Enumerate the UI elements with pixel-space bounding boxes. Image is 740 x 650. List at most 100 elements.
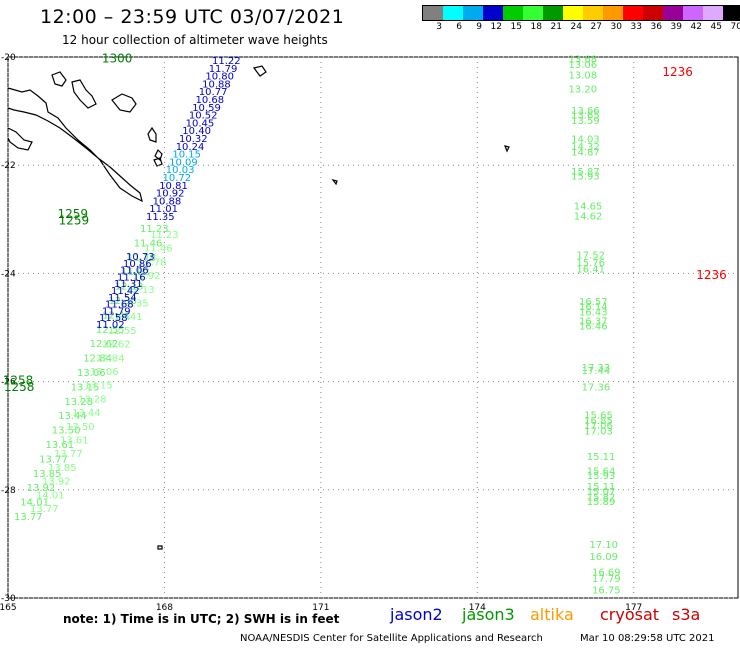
legend-label: 18: [530, 22, 542, 32]
legend-swatch: [463, 6, 483, 20]
track-swh-label: 15.11: [587, 452, 616, 463]
track-swh-label: 10.24: [176, 142, 205, 153]
track-swh-label: 16.14: [579, 302, 608, 313]
track-swh-label: 10.52: [189, 111, 218, 122]
track-swh-label: 11.46: [134, 238, 163, 249]
legend-swatch: [663, 6, 683, 20]
lat-tick-label: -28: [1, 486, 16, 496]
track-swh-label: 12.62: [102, 340, 131, 351]
track-time-label: 1258: [4, 380, 35, 394]
track-swh-label: 11.06: [120, 266, 149, 277]
track-swh-label: 16.69: [592, 567, 621, 578]
coastline: [154, 148, 163, 162]
track-swh-label: 13.61: [46, 440, 75, 451]
coastline: [157, 545, 163, 550]
satellite-name: jason3: [462, 605, 515, 624]
track-swh-label: 13.28: [78, 394, 107, 405]
legend-label: 24: [570, 22, 582, 32]
track-swh-label: 11.31: [114, 279, 143, 290]
track-time-label: 1258: [3, 373, 34, 387]
track-swh-label: 10.59: [192, 103, 221, 114]
track-swh-label: 11.23: [140, 224, 169, 235]
track-swh-label: 17.06: [584, 421, 613, 432]
track-swh-label: 16.43: [579, 308, 608, 319]
track-swh-label: 16.41: [576, 264, 605, 275]
legend-label: 33: [630, 22, 642, 32]
page-title: 12:00 – 23:59 UTC 03/07/2021: [40, 6, 345, 28]
footer-timestamp: Mar 10 08:29:58 UTC 2021: [580, 633, 715, 644]
track-swh-label: 10.81: [159, 181, 188, 192]
track-swh-label: 16.75: [592, 586, 621, 597]
coastline: [51, 71, 67, 87]
coastline: [7, 87, 143, 203]
track-swh-label: 11.68: [105, 300, 134, 311]
track-swh-label: 13.77: [14, 512, 43, 523]
track-swh-label: 13.92: [42, 477, 71, 488]
track-swh-label: 11.46: [144, 244, 173, 255]
track-swh-label: 10.86: [123, 259, 152, 270]
track-swh-label: 11.78: [138, 257, 167, 268]
track-swh-label: 15.65: [584, 410, 613, 421]
track-swh-label: 11.54: [108, 293, 137, 304]
track-swh-label: 11.35: [146, 212, 175, 223]
track-time-label: 1259: [58, 207, 89, 221]
track-swh-label: 15.87: [571, 167, 600, 178]
track-swh-label: 12.35: [120, 299, 149, 310]
track-swh-label: 13.15: [71, 382, 100, 393]
track-swh-label: 10.45: [186, 118, 215, 129]
coastline: [504, 145, 510, 153]
lon-tick-label: 177: [625, 603, 642, 613]
track-swh-label: 13.61: [60, 436, 89, 447]
track-swh-label: 11.02: [96, 320, 125, 331]
track-swh-label: 11.01: [149, 204, 178, 215]
track-swh-label: 11.92: [132, 271, 161, 282]
track-swh-label: 13.50: [52, 426, 81, 437]
footer-note: note: 1) Time is in UTC; 2) SWH is in fe…: [63, 612, 340, 626]
legend-label: 39: [670, 22, 682, 32]
track-swh-label: 10.68: [196, 95, 225, 106]
track-swh-label: 13.68: [569, 54, 598, 65]
legend-swatch: [543, 6, 563, 20]
track-swh-label: 11.42: [111, 286, 140, 297]
track-swh-label: 10.09: [169, 157, 198, 168]
legend-swatch: [703, 6, 723, 20]
satellite-name: jason2: [390, 605, 443, 624]
track-swh-label: 14.65: [574, 202, 603, 213]
track-swh-label: 12.13: [126, 285, 155, 296]
page-subtitle: 12 hour collection of altimeter wave hei…: [62, 33, 328, 47]
track-swh-label: 17.79: [592, 574, 621, 585]
track-swh-label: 10.15: [172, 150, 201, 161]
track-swh-label: 12.84: [96, 353, 125, 364]
legend-swatch: [603, 6, 623, 20]
track-swh-label: 17.52: [576, 250, 605, 261]
coastline: [153, 157, 163, 167]
legend-swatch: [643, 6, 663, 20]
track-swh-label: 17.44: [582, 366, 611, 377]
legend-swatch: [723, 6, 740, 20]
track-swh-label: 13.50: [66, 422, 95, 433]
track-swh-label: 12.62: [90, 339, 119, 350]
legend-swatch: [683, 6, 703, 20]
coastline: [252, 65, 267, 77]
track-swh-label: 12.35: [109, 296, 138, 307]
legend-label: 45: [710, 22, 722, 32]
track-swh-label: 15.93: [571, 171, 600, 182]
lat-tick-label: -30: [1, 594, 16, 604]
track-swh-label: 10.40: [182, 126, 211, 137]
track-swh-label: 13.59: [571, 116, 600, 127]
track-swh-label: 14.01: [36, 490, 65, 501]
lon-tick-label: 171: [312, 603, 329, 613]
track-swh-label: 15.11: [587, 482, 616, 493]
track-swh-label: 15.93: [587, 471, 616, 482]
track-swh-label: 11.79: [102, 306, 131, 317]
legend-label: 30: [610, 22, 622, 32]
legend-label: 27: [590, 22, 602, 32]
legend-label: 42: [690, 22, 702, 32]
track-swh-label: 15.82: [587, 493, 616, 504]
track-swh-label: 10.03: [166, 165, 195, 176]
track-swh-label: 16.85: [584, 416, 613, 427]
track-swh-label: 16.37: [579, 316, 608, 327]
lat-tick-label: -20: [1, 53, 16, 63]
track-time-label: 1300: [102, 51, 133, 65]
legend-label: 70: [730, 22, 740, 32]
